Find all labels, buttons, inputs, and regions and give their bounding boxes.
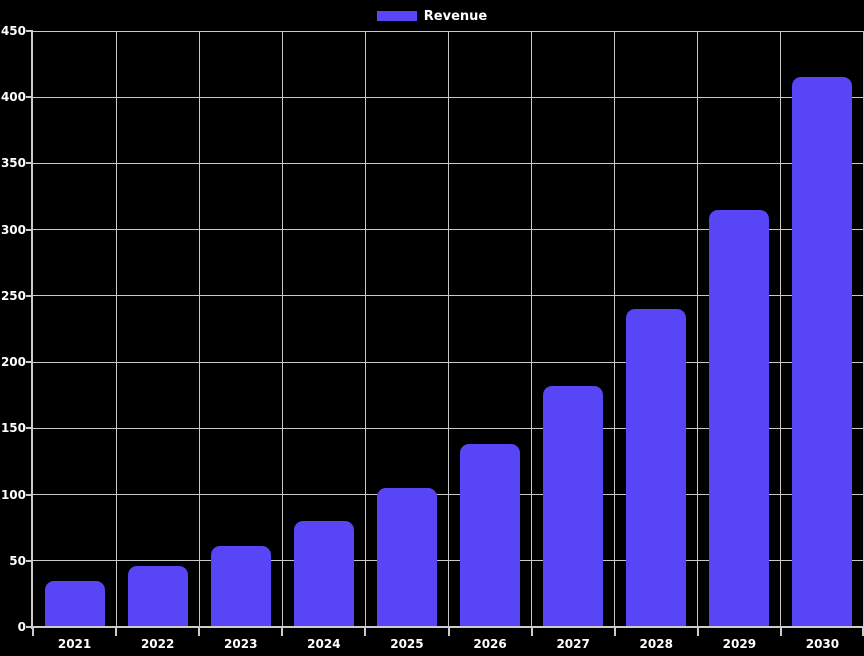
- y-tick-label-400: 400: [0, 90, 26, 105]
- gridline-x-4: [364, 31, 366, 627]
- x-tick-8: [696, 628, 699, 636]
- x-tick-label-2025: 2025: [390, 637, 424, 651]
- y-tick-100: [26, 493, 33, 496]
- x-tick-label-2024: 2024: [307, 637, 341, 651]
- bar-2022: [127, 566, 188, 627]
- x-tick-1: [115, 628, 118, 636]
- bar-2021: [44, 580, 105, 627]
- x-tick-label-2027: 2027: [556, 637, 590, 651]
- gridline-x-6: [531, 31, 533, 627]
- bar-2024: [293, 521, 354, 627]
- x-tick-label-2023: 2023: [224, 637, 258, 651]
- y-tick-label-50: 50: [9, 553, 26, 568]
- y-tick-label-0: 0: [17, 620, 26, 634]
- gridline-x-5: [448, 31, 449, 627]
- y-tick-200: [26, 361, 33, 364]
- bar-2028: [626, 309, 687, 627]
- x-tick-label-2029: 2029: [722, 637, 757, 651]
- plot-area: [33, 31, 864, 627]
- y-tick-250: [26, 294, 33, 297]
- bar-2023: [210, 546, 271, 627]
- x-tick-10: [862, 628, 864, 636]
- x-axis-line: [33, 626, 864, 628]
- y-tick-0: [26, 626, 33, 628]
- x-tick-3: [281, 628, 284, 636]
- x-tick-label-2028: 2028: [639, 637, 673, 651]
- x-tick-label-2021: 2021: [57, 637, 92, 651]
- y-tick-50: [26, 559, 33, 562]
- gridline-x-8: [697, 31, 699, 627]
- y-tick-150: [26, 427, 33, 430]
- y-tick-label-300: 300: [0, 222, 26, 237]
- y-tick-label-450: 450: [0, 24, 26, 38]
- bar-2026: [460, 444, 521, 627]
- gridline-x-7: [614, 31, 616, 627]
- y-tick-label-100: 100: [0, 487, 26, 502]
- legend-label-revenue: Revenue: [423, 8, 488, 24]
- x-tick-9: [779, 628, 782, 636]
- y-tick-450: [26, 30, 33, 32]
- x-tick-0: [32, 628, 34, 636]
- y-tick-label-250: 250: [0, 288, 26, 303]
- y-tick-350: [26, 162, 33, 165]
- y-tick-label-150: 150: [0, 421, 26, 436]
- bar-2027: [543, 386, 604, 627]
- y-tick-label-200: 200: [0, 355, 26, 370]
- x-tick-label-2022: 2022: [140, 637, 175, 651]
- x-tick-4: [364, 628, 367, 636]
- y-axis-line: [31, 31, 33, 629]
- legend-swatch-revenue: [376, 11, 417, 21]
- x-tick-7: [613, 628, 616, 636]
- bar-2030: [792, 77, 853, 627]
- y-tick-label-350: 350: [0, 156, 26, 171]
- y-tick-400: [26, 96, 33, 99]
- bar-2029: [709, 209, 770, 627]
- gridline-x-3: [281, 31, 283, 627]
- gridline-x-1: [115, 31, 117, 627]
- bar-2025: [376, 487, 437, 627]
- gridline-x-2: [198, 31, 200, 627]
- legend-item-revenue[interactable]: Revenue: [0, 7, 864, 25]
- gridline-x-9: [780, 31, 782, 627]
- y-tick-300: [26, 228, 33, 231]
- x-tick-2: [198, 628, 201, 636]
- x-tick-5: [447, 628, 450, 636]
- x-tick-6: [530, 628, 533, 636]
- x-tick-label-2030: 2030: [805, 637, 840, 651]
- x-tick-label-2026: 2026: [473, 637, 507, 651]
